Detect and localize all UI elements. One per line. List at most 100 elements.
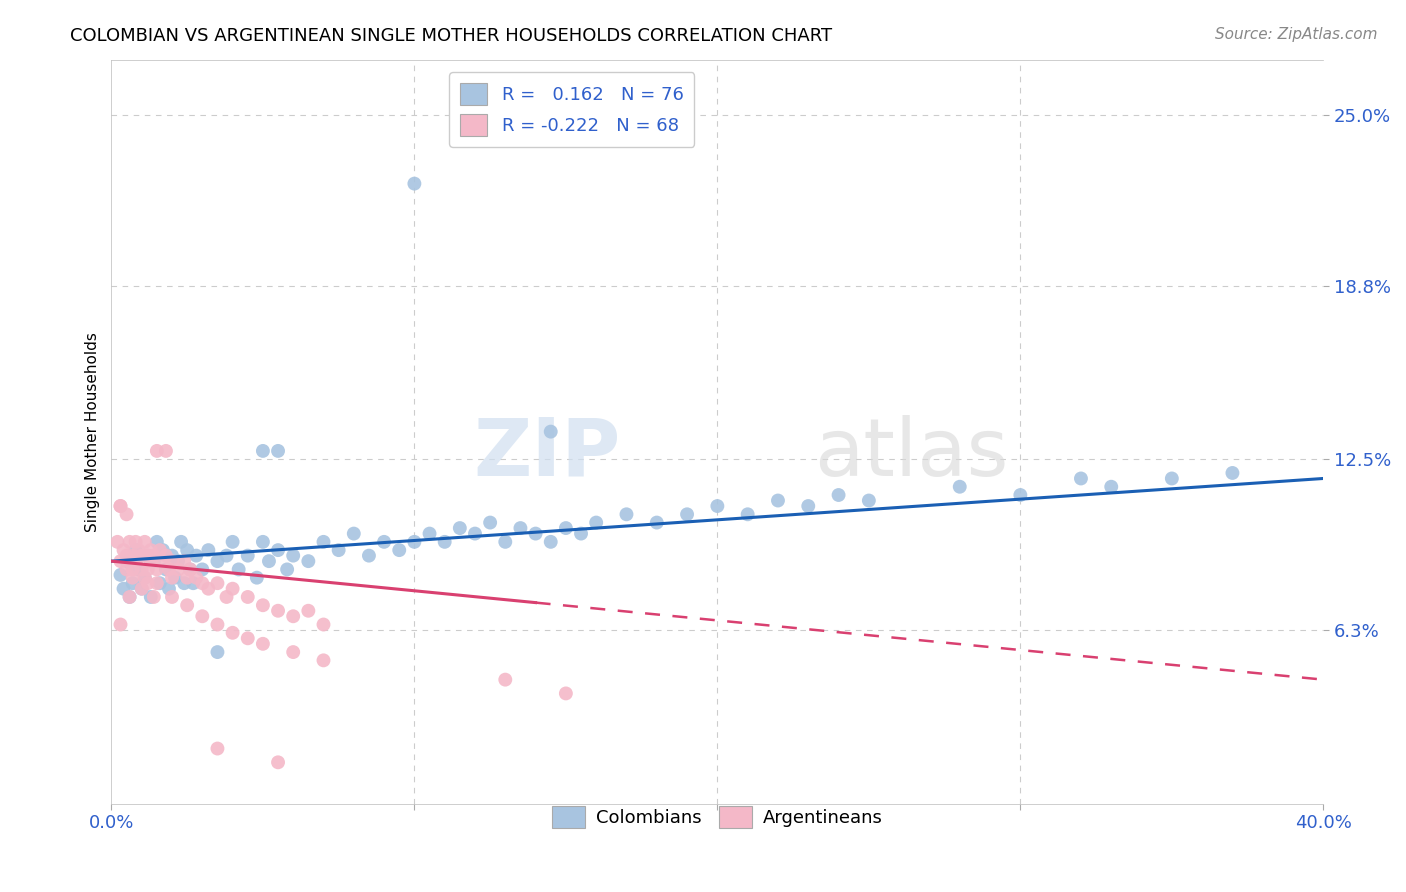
- Point: [115, 549, 138, 563]
- Point: [186, 549, 208, 563]
- Point: [343, 526, 366, 541]
- Point: [479, 516, 502, 530]
- Point: [124, 543, 146, 558]
- Point: [207, 617, 229, 632]
- Point: [252, 637, 274, 651]
- Point: [160, 571, 183, 585]
- Point: [1010, 488, 1032, 502]
- Point: [167, 562, 190, 576]
- Point: [134, 571, 156, 585]
- Point: [276, 562, 298, 576]
- Point: [118, 590, 141, 604]
- Point: [257, 554, 280, 568]
- Point: [328, 543, 350, 558]
- Point: [252, 444, 274, 458]
- Point: [115, 562, 138, 576]
- Point: [115, 508, 138, 522]
- Point: [142, 549, 165, 563]
- Point: [124, 554, 146, 568]
- Point: [228, 562, 250, 576]
- Point: [494, 673, 516, 687]
- Point: [167, 554, 190, 568]
- Point: [404, 534, 426, 549]
- Point: [221, 625, 243, 640]
- Point: [312, 534, 335, 549]
- Point: [110, 554, 132, 568]
- Point: [215, 549, 238, 563]
- Point: [267, 444, 290, 458]
- Point: [163, 571, 186, 585]
- Point: [197, 582, 219, 596]
- Point: [157, 562, 180, 576]
- Point: [124, 534, 146, 549]
- Point: [136, 549, 159, 563]
- Text: COLOMBIAN VS ARGENTINEAN SINGLE MOTHER HOUSEHOLDS CORRELATION CHART: COLOMBIAN VS ARGENTINEAN SINGLE MOTHER H…: [70, 27, 832, 45]
- Point: [176, 599, 198, 613]
- Point: [118, 590, 141, 604]
- Point: [766, 493, 789, 508]
- Point: [494, 534, 516, 549]
- Text: Source: ZipAtlas.com: Source: ZipAtlas.com: [1215, 27, 1378, 42]
- Point: [554, 521, 576, 535]
- Point: [797, 499, 820, 513]
- Point: [152, 554, 174, 568]
- Point: [146, 534, 169, 549]
- Point: [121, 571, 143, 585]
- Point: [191, 562, 214, 576]
- Point: [160, 554, 183, 568]
- Point: [283, 549, 305, 563]
- Point: [131, 582, 153, 596]
- Point: [139, 590, 162, 604]
- Point: [128, 543, 150, 558]
- Point: [312, 653, 335, 667]
- Point: [1160, 471, 1182, 485]
- Point: [215, 590, 238, 604]
- Point: [449, 521, 471, 535]
- Point: [136, 549, 159, 563]
- Point: [221, 582, 243, 596]
- Point: [312, 617, 335, 632]
- Point: [221, 534, 243, 549]
- Point: [283, 609, 305, 624]
- Point: [252, 599, 274, 613]
- Point: [136, 576, 159, 591]
- Text: atlas: atlas: [814, 415, 1008, 493]
- Point: [121, 576, 143, 591]
- Point: [170, 534, 193, 549]
- Point: [1070, 471, 1092, 485]
- Point: [616, 508, 638, 522]
- Point: [1222, 466, 1244, 480]
- Point: [191, 576, 214, 591]
- Point: [160, 590, 183, 604]
- Point: [179, 562, 201, 576]
- Point: [949, 480, 972, 494]
- Point: [121, 549, 143, 563]
- Point: [131, 562, 153, 576]
- Point: [433, 534, 456, 549]
- Point: [134, 571, 156, 585]
- Point: [737, 508, 759, 522]
- Point: [464, 526, 486, 541]
- Point: [110, 568, 132, 582]
- Point: [585, 516, 607, 530]
- Point: [267, 543, 290, 558]
- Point: [146, 562, 169, 576]
- Point: [149, 576, 172, 591]
- Point: [142, 554, 165, 568]
- Point: [267, 756, 290, 770]
- Point: [236, 549, 259, 563]
- Point: [112, 582, 135, 596]
- Point: [191, 609, 214, 624]
- Point: [131, 549, 153, 563]
- Point: [524, 526, 547, 541]
- Point: [128, 562, 150, 576]
- Legend: Colombians, Argentineans: Colombians, Argentineans: [546, 799, 890, 836]
- Point: [827, 488, 849, 502]
- Point: [207, 554, 229, 568]
- Point: [404, 177, 426, 191]
- Point: [139, 543, 162, 558]
- Point: [858, 493, 880, 508]
- Point: [149, 543, 172, 558]
- Point: [554, 686, 576, 700]
- Point: [110, 617, 132, 632]
